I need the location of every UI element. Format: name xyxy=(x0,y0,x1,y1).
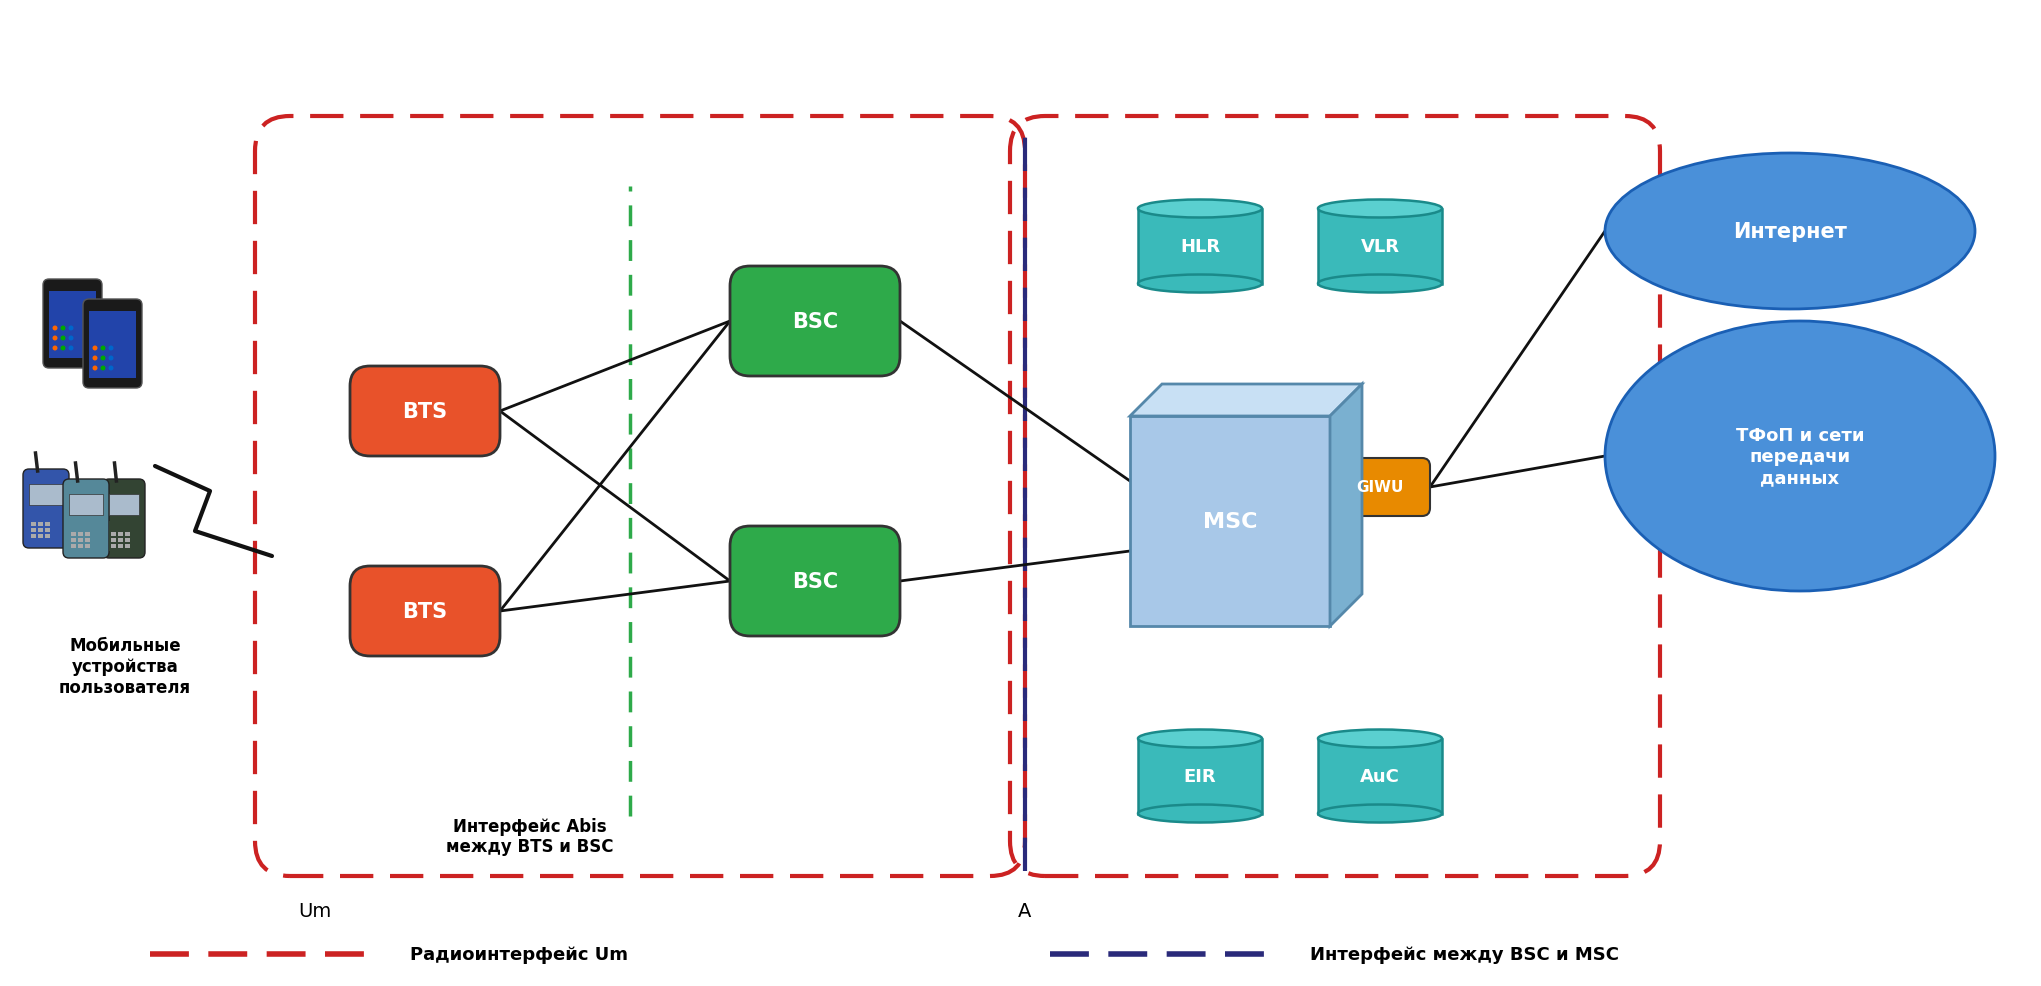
Text: VLR: VLR xyxy=(1361,238,1400,255)
Polygon shape xyxy=(1131,416,1331,626)
Bar xyxy=(78,538,84,542)
Bar xyxy=(125,532,131,536)
Text: MSC: MSC xyxy=(1202,512,1257,531)
Text: Интерфейс между BSC и MSC: Интерфейс между BSC и MSC xyxy=(1310,945,1619,963)
Circle shape xyxy=(69,326,73,331)
Text: AuC: AuC xyxy=(1359,767,1400,785)
FancyBboxPatch shape xyxy=(90,312,137,379)
Bar xyxy=(39,523,43,527)
Text: HLR: HLR xyxy=(1180,238,1221,255)
FancyBboxPatch shape xyxy=(731,267,900,377)
FancyBboxPatch shape xyxy=(731,527,900,636)
Circle shape xyxy=(69,346,73,351)
Text: Интернет: Интернет xyxy=(1733,222,1847,242)
Circle shape xyxy=(92,346,98,351)
Circle shape xyxy=(92,356,98,361)
FancyBboxPatch shape xyxy=(43,280,102,369)
Text: BTS: BTS xyxy=(402,401,447,422)
Circle shape xyxy=(108,346,114,351)
Text: EIR: EIR xyxy=(1184,767,1216,785)
Bar xyxy=(1139,209,1261,284)
Ellipse shape xyxy=(1604,154,1976,310)
Ellipse shape xyxy=(1139,805,1261,822)
Bar xyxy=(71,544,76,548)
Bar xyxy=(31,528,37,532)
Bar xyxy=(71,538,76,542)
FancyBboxPatch shape xyxy=(1331,458,1431,517)
FancyBboxPatch shape xyxy=(29,484,63,505)
Ellipse shape xyxy=(1318,730,1443,747)
Circle shape xyxy=(61,336,65,341)
Ellipse shape xyxy=(1318,275,1443,293)
Circle shape xyxy=(108,356,114,361)
FancyBboxPatch shape xyxy=(29,512,63,541)
Text: GIWU: GIWU xyxy=(1357,480,1404,495)
Bar xyxy=(45,528,49,532)
Ellipse shape xyxy=(1604,321,1994,592)
Bar xyxy=(78,532,84,536)
Ellipse shape xyxy=(1139,200,1261,218)
Bar xyxy=(1139,739,1261,813)
Text: A: A xyxy=(1018,901,1031,921)
Bar xyxy=(31,523,37,527)
Text: Радиоинтерфейс Um: Радиоинтерфейс Um xyxy=(410,945,629,963)
Bar xyxy=(86,544,90,548)
FancyBboxPatch shape xyxy=(349,566,500,657)
Text: Интерфейс Abis
между BTS и BSC: Интерфейс Abis между BTS и BSC xyxy=(447,816,614,856)
Bar xyxy=(110,532,116,536)
Ellipse shape xyxy=(1139,275,1261,293)
Circle shape xyxy=(61,326,65,331)
Text: BSC: BSC xyxy=(792,312,839,331)
FancyBboxPatch shape xyxy=(69,494,102,516)
FancyBboxPatch shape xyxy=(84,300,143,388)
Bar xyxy=(110,538,116,542)
Circle shape xyxy=(53,346,57,351)
FancyBboxPatch shape xyxy=(108,522,139,551)
FancyBboxPatch shape xyxy=(69,522,102,551)
Circle shape xyxy=(108,366,114,371)
FancyBboxPatch shape xyxy=(349,367,500,457)
Bar xyxy=(31,534,37,538)
Ellipse shape xyxy=(1318,805,1443,822)
Bar xyxy=(71,532,76,536)
Bar xyxy=(118,544,122,548)
Bar xyxy=(45,523,49,527)
Circle shape xyxy=(53,336,57,341)
Bar xyxy=(39,534,43,538)
Bar xyxy=(45,534,49,538)
Bar xyxy=(125,538,131,542)
Circle shape xyxy=(100,356,106,361)
Bar xyxy=(86,538,90,542)
Ellipse shape xyxy=(1318,200,1443,218)
Polygon shape xyxy=(1331,385,1361,626)
Circle shape xyxy=(100,346,106,351)
Bar xyxy=(39,528,43,532)
Circle shape xyxy=(100,366,106,371)
FancyBboxPatch shape xyxy=(22,469,69,548)
Circle shape xyxy=(53,326,57,331)
Circle shape xyxy=(69,336,73,341)
Text: ТФоП и сети
передачи
данных: ТФоП и сети передачи данных xyxy=(1735,427,1863,486)
Bar xyxy=(1318,209,1443,284)
Bar xyxy=(86,532,90,536)
Bar xyxy=(118,532,122,536)
Circle shape xyxy=(61,346,65,351)
Circle shape xyxy=(92,366,98,371)
FancyBboxPatch shape xyxy=(102,479,145,558)
Bar xyxy=(1318,739,1443,813)
Bar xyxy=(110,544,116,548)
FancyBboxPatch shape xyxy=(108,494,139,516)
Ellipse shape xyxy=(1139,730,1261,747)
FancyBboxPatch shape xyxy=(49,292,96,359)
Text: BSC: BSC xyxy=(792,572,839,592)
Text: Мобильные
устройства
пользователя: Мобильные устройства пользователя xyxy=(59,637,192,696)
Bar xyxy=(125,544,131,548)
Polygon shape xyxy=(1131,385,1361,416)
FancyBboxPatch shape xyxy=(63,479,108,558)
Bar xyxy=(78,544,84,548)
Bar xyxy=(118,538,122,542)
Text: Um: Um xyxy=(298,901,331,921)
Text: BTS: BTS xyxy=(402,601,447,621)
